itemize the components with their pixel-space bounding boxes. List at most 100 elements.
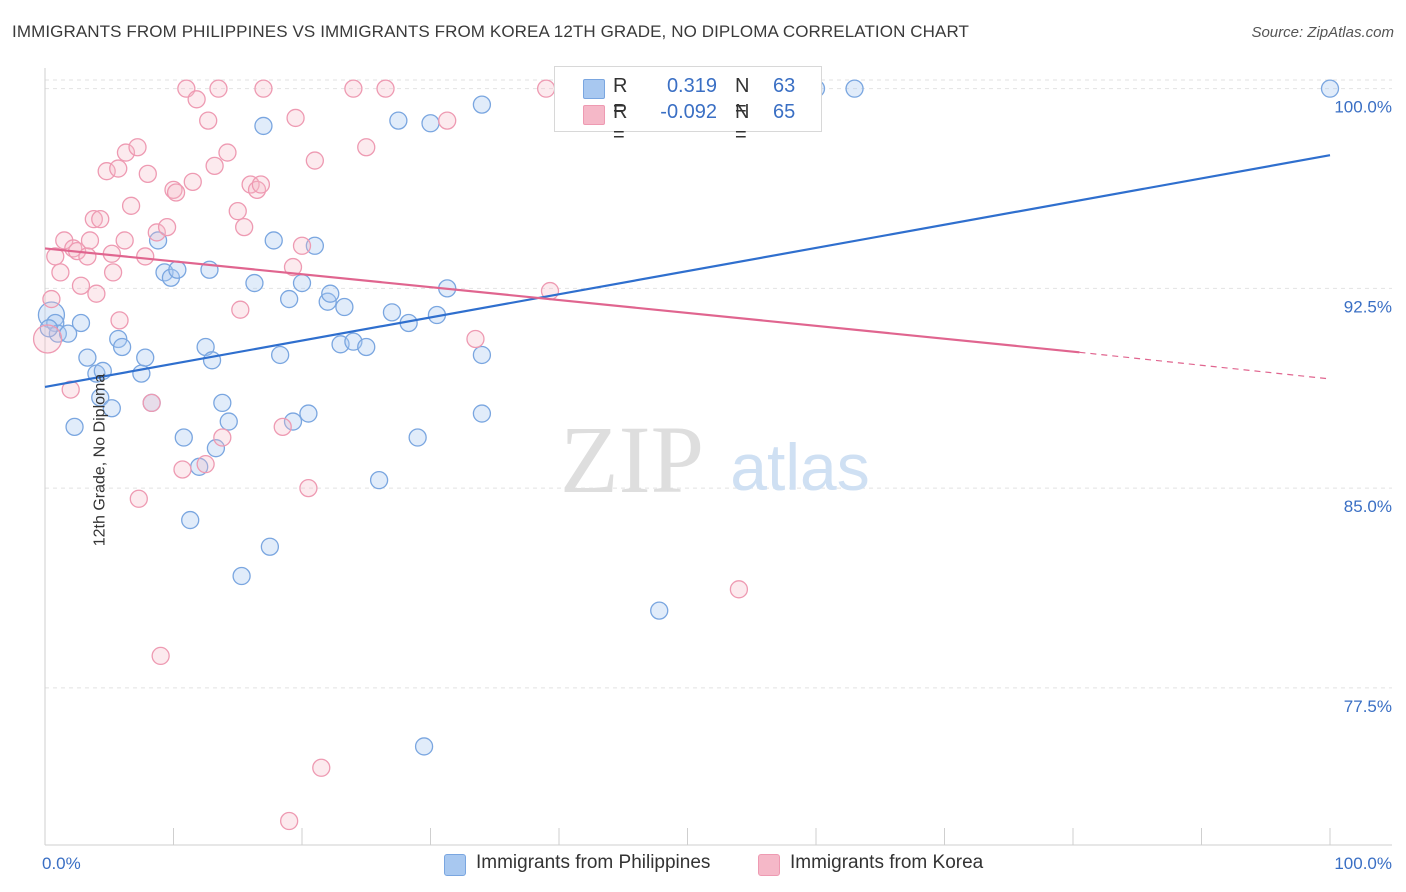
y-axis-label: 12th Grade, No Diploma [91,373,109,547]
point-korea [115,231,134,250]
r-value: 0.319 [666,75,717,97]
point-philippines [78,348,97,367]
point-korea [110,311,129,330]
n-label: N = [735,101,750,146]
point-korea [80,231,100,250]
point-korea [273,417,292,437]
point-korea [729,580,749,599]
point-philippines [414,737,434,756]
point-korea [438,111,457,130]
point-korea [376,79,395,98]
point-philippines [271,345,290,365]
point-korea [71,276,91,295]
point-philippines [181,510,200,530]
point-philippines [219,412,238,431]
trend-lines [44,154,1331,389]
tick-labels: 100.0% 92.5% 85.0% 77.5% 0.0% 100.0% [42,98,1392,873]
point-korea [231,300,250,319]
point-korea [109,159,128,178]
watermark-zip: ZIP [560,406,704,513]
point-philippines [321,284,340,303]
point-philippines [845,79,864,98]
x-tick-label: 100.0% [1334,854,1392,873]
trend-line-korea [44,247,1080,354]
point-philippines [408,428,427,447]
point-korea [286,108,305,128]
point-philippines [357,337,376,357]
source-credit: Source: ZipAtlas.com [1251,24,1394,41]
point-philippines [283,412,303,431]
n-label: N = [735,75,750,120]
point-philippines [472,95,492,114]
point-philippines [335,297,354,317]
point-philippines [102,399,121,418]
legend-label: Immigrants from Korea [790,852,984,873]
point-korea [173,460,192,479]
point-philippines [299,404,318,423]
point-philippines [71,313,91,333]
point-korea [299,478,318,498]
point-korea [32,324,63,354]
point-korea [196,455,215,474]
point-philippines [421,114,440,133]
point-korea [78,247,97,266]
point-korea [235,217,254,237]
point-korea [97,162,116,181]
point-philippines [65,417,84,437]
point-korea [42,289,61,309]
point-philippines [254,116,273,136]
y-tick-label: 92.5% [1344,297,1392,316]
point-korea [116,143,136,162]
point-korea [157,217,177,237]
point-korea [166,183,186,202]
trend-line-korea-extension [1079,351,1331,380]
point-philippines [112,337,132,357]
watermark-atlas: atlas [730,430,869,504]
legend-swatch-blue [444,854,466,876]
point-philippines [369,470,389,490]
point-philippines [58,324,78,343]
y-tick-label: 77.5% [1344,697,1392,716]
stats-legend: R = 0.319 N = 63 R = -0.092 N = 65 [554,66,822,146]
point-korea [537,79,556,98]
point-philippines [389,111,408,130]
point-philippines [1320,79,1340,98]
gridlines [45,79,1392,689]
legend-swatch-pink [583,105,605,125]
point-philippines [472,345,492,365]
point-korea [292,236,312,255]
point-korea [312,758,331,777]
point-philippines [245,273,264,293]
data-points [32,79,1340,831]
point-korea [142,393,161,413]
chart-title: IMMIGRANTS FROM PHILIPPINES VS IMMIGRANT… [12,22,970,41]
point-korea [187,90,206,109]
point-korea [138,164,157,184]
legend-swatch-blue [583,79,605,99]
point-korea [136,247,155,266]
point-korea [213,428,232,447]
point-philippines [206,439,226,458]
point-korea [228,202,247,221]
point-korea [251,175,271,194]
point-korea [147,223,166,242]
r-label: R = [613,75,628,120]
point-korea [466,329,485,349]
point-philippines [260,537,280,556]
legend-swatch-pink [758,854,780,876]
n-value: 65 [773,101,796,123]
point-korea [183,172,202,192]
point-philippines [264,231,283,250]
point-philippines [292,273,312,293]
point-korea [279,811,299,831]
point-korea [344,79,363,98]
point-korea [205,156,224,176]
point-philippines [232,566,251,586]
point-philippines [136,348,155,367]
point-philippines [472,404,492,423]
r-value: -0.092 [660,101,717,123]
n-value: 63 [773,75,796,97]
point-korea [218,143,237,162]
point-philippines [382,303,402,322]
